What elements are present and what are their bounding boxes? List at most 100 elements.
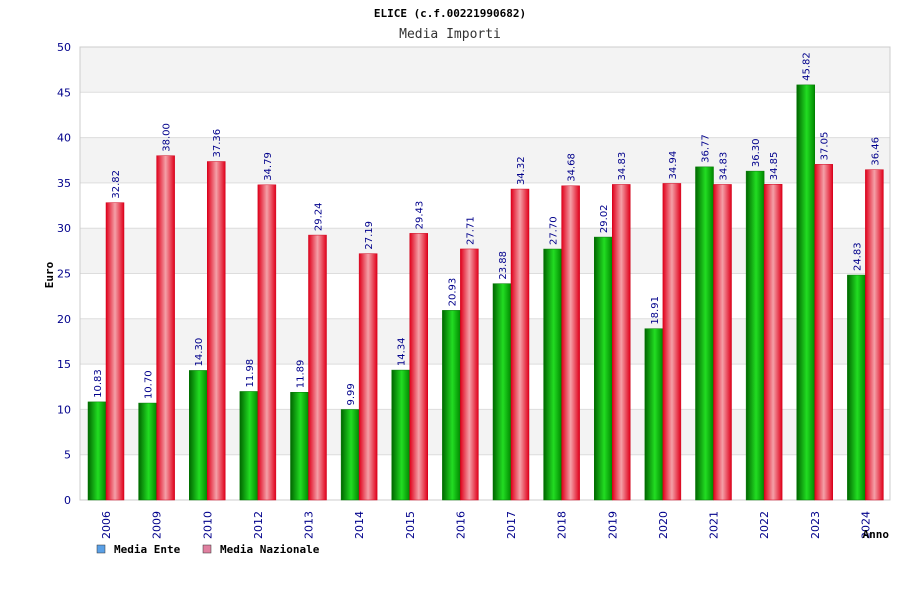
- data-label-media-ente-2016: 20.93: [447, 278, 458, 307]
- data-label-media-nazionale-2012: 34.79: [263, 152, 274, 181]
- x-tick-label-2012: 2012: [252, 511, 265, 539]
- data-label-media-ente-2014: 9.99: [346, 383, 357, 405]
- data-label-media-nazionale-2021: 34.83: [719, 152, 730, 181]
- bar-media-nazionale-2012: [257, 184, 277, 501]
- y-tick-label: 15: [57, 358, 71, 371]
- x-tick-label-2022: 2022: [758, 511, 771, 539]
- data-label-media-nazionale-2015: 29.43: [415, 201, 426, 230]
- bar-media-nazionale-2023: [814, 164, 833, 501]
- data-label-media-nazionale-2009: 38.00: [162, 123, 173, 152]
- y-tick-label: 45: [57, 86, 71, 99]
- x-tick-label-2023: 2023: [809, 511, 822, 539]
- y-tick-label: 10: [57, 403, 71, 416]
- bar-media-nazionale-2017: [510, 188, 530, 501]
- bar-media-nazionale-2021: [713, 184, 732, 501]
- legend-label-media-ente: Media Ente: [114, 543, 181, 556]
- chart-title: ELICE (c.f.00221990682): [374, 7, 526, 20]
- data-label-media-ente-2019: 29.02: [599, 204, 610, 233]
- bar-media-nazionale-2022: [763, 184, 783, 501]
- bar-media-nazionale-2020: [662, 183, 682, 501]
- bar-media-nazionale-2018: [561, 185, 580, 501]
- legend-swatch-media-nazionale: [202, 544, 212, 554]
- bar-media-ente-2020: [644, 328, 664, 501]
- data-label-media-nazionale-2016: 27.71: [465, 216, 476, 245]
- legend: Media Ente Media Nazionale: [96, 543, 320, 556]
- data-label-media-ente-2012: 11.98: [245, 359, 256, 388]
- x-tick-label-2024: 2024: [859, 511, 872, 539]
- legend-label-media-nazionale: Media Nazionale: [220, 543, 320, 556]
- y-tick-label: 35: [57, 177, 71, 190]
- x-tick-labels: 2006 2009 2010 2012 2013 2014 2015 2016 2017 2018…: [100, 511, 872, 539]
- data-label-media-nazionale-2022: 34.85: [769, 152, 780, 181]
- data-label-media-nazionale-2014: 27.19: [364, 221, 375, 250]
- data-label-media-ente-2021: 36.77: [701, 134, 712, 163]
- grid-band: [80, 92, 890, 138]
- y-tick-label: 0: [64, 494, 71, 507]
- data-label-media-nazionale-2020: 34.94: [668, 151, 679, 180]
- data-labels: 10.83 32.82 10.70 38.00 14.30 37.36 11.98 34.79…: [93, 52, 881, 405]
- x-tick-label-2020: 2020: [657, 511, 670, 539]
- data-label-media-nazionale-2019: 34.83: [617, 152, 628, 181]
- data-label-media-ente-2015: 14.34: [397, 337, 408, 366]
- bar-media-ente-2017: [492, 283, 512, 501]
- bar-media-nazionale-2014: [358, 253, 378, 501]
- data-label-media-ente-2006: 10.83: [93, 369, 104, 398]
- bar-media-ente-2009: [138, 402, 157, 501]
- bar-media-ente-2021: [695, 166, 714, 501]
- data-label-media-ente-2010: 14.30: [194, 338, 205, 367]
- bar-media-ente-2010: [189, 370, 208, 501]
- bar-media-nazionale-2009: [156, 155, 175, 501]
- y-tick-label: 40: [57, 132, 71, 145]
- data-label-media-nazionale-2018: 34.68: [567, 153, 578, 182]
- x-tick-label-2021: 2021: [708, 511, 721, 539]
- data-label-media-ente-2023: 45.82: [802, 52, 813, 81]
- x-tick-label-2010: 2010: [201, 511, 214, 539]
- x-tick-label-2006: 2006: [100, 511, 113, 539]
- bar-media-ente-2019: [594, 236, 613, 501]
- bar-media-ente-2022: [745, 170, 765, 501]
- bar-media-nazionale-2016: [460, 248, 479, 501]
- data-label-media-nazionale-2013: 29.24: [314, 202, 325, 231]
- x-tick-label-2017: 2017: [505, 511, 518, 539]
- bar-media-ente-2012: [239, 391, 259, 501]
- data-label-media-nazionale-2017: 34.32: [516, 156, 527, 185]
- legend-swatch-media-ente: [96, 544, 106, 554]
- bar-media-ente-2013: [290, 392, 309, 501]
- bar-media-nazionale-2006: [105, 202, 125, 501]
- x-tick-label-2009: 2009: [151, 511, 164, 539]
- data-label-media-nazionale-2006: 32.82: [111, 170, 122, 199]
- x-tick-label-2014: 2014: [353, 511, 366, 539]
- bar-media-nazionale-2015: [409, 233, 428, 501]
- x-tick-label-2019: 2019: [606, 511, 619, 539]
- data-label-media-ente-2013: 11.89: [296, 360, 307, 389]
- bar-media-ente-2014: [340, 409, 360, 501]
- bar-media-ente-2024: [847, 274, 866, 501]
- data-label-media-nazionale-2010: 37.36: [212, 129, 223, 158]
- data-label-media-ente-2024: 24.83: [852, 242, 863, 271]
- y-axis-label: Euro: [43, 261, 56, 288]
- y-tick-label: 20: [57, 313, 71, 326]
- bar-media-nazionale-2019: [612, 184, 631, 501]
- y-tick-label: 50: [57, 41, 71, 54]
- data-label-media-nazionale-2023: 37.05: [820, 132, 831, 161]
- y-tick-label: 25: [57, 268, 71, 281]
- bar-media-nazionale-2024: [865, 169, 884, 501]
- x-tick-label-2016: 2016: [454, 511, 467, 539]
- bar-media-ente-2015: [391, 369, 410, 501]
- data-label-media-ente-2009: 10.70: [144, 370, 155, 399]
- bar-media-ente-2016: [442, 310, 461, 501]
- data-label-media-ente-2018: 27.70: [549, 216, 560, 245]
- bar-media-nazionale-2013: [308, 234, 327, 501]
- data-label-media-ente-2022: 36.30: [751, 138, 762, 167]
- data-label-media-nazionale-2024: 36.46: [870, 137, 881, 166]
- bar-media-ente-2006: [87, 401, 107, 501]
- y-tick-labels: 0 5 10 15 20 25 30 35 40 45 50: [57, 41, 71, 507]
- data-label-media-ente-2020: 18.91: [650, 296, 661, 325]
- plot-frame: [79, 46, 891, 501]
- y-tick-label: 5: [64, 449, 71, 462]
- bar-media-nazionale-2010: [207, 161, 226, 501]
- bar-media-ente-2018: [543, 248, 562, 501]
- bars: [87, 84, 884, 501]
- data-label-media-ente-2017: 23.88: [498, 251, 509, 280]
